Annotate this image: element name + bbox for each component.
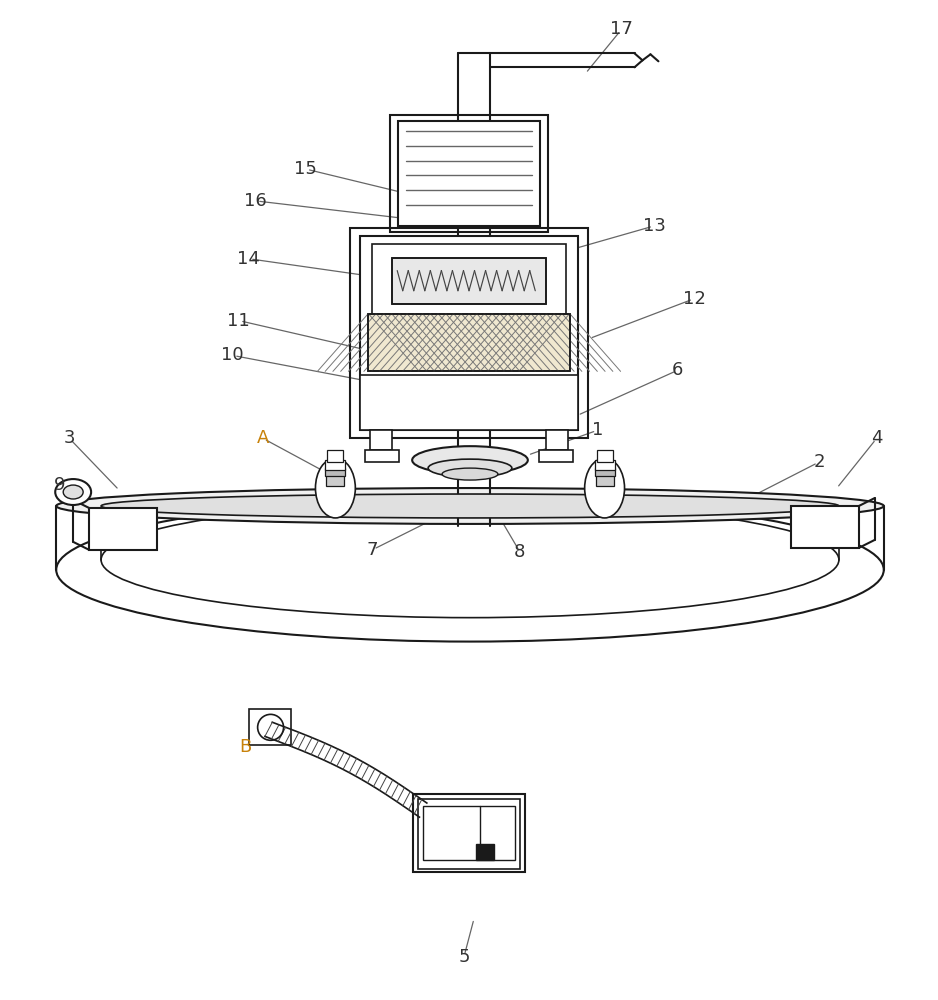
Bar	[392, 258, 546, 304]
Text: 6: 6	[672, 361, 683, 379]
Ellipse shape	[63, 485, 83, 499]
Text: 17: 17	[610, 20, 633, 38]
Ellipse shape	[412, 446, 528, 474]
Bar	[595, 460, 614, 470]
Bar	[546, 430, 567, 450]
Bar	[390, 115, 548, 232]
Bar	[325, 460, 345, 470]
Bar	[595, 468, 614, 476]
Text: 11: 11	[227, 312, 250, 330]
Ellipse shape	[584, 458, 625, 518]
Bar	[597, 450, 613, 462]
Text: 5: 5	[459, 948, 470, 966]
Text: 9: 9	[53, 476, 65, 494]
Bar	[392, 258, 546, 304]
Ellipse shape	[55, 479, 91, 505]
Bar	[791, 506, 859, 548]
Bar	[351, 228, 587, 438]
Text: 16: 16	[244, 192, 267, 210]
Bar	[477, 844, 494, 860]
Bar	[596, 474, 613, 486]
Bar	[372, 244, 566, 324]
Bar	[327, 450, 343, 462]
Ellipse shape	[56, 488, 884, 524]
Bar	[418, 799, 520, 869]
Text: 3: 3	[64, 429, 75, 447]
Bar	[369, 314, 569, 371]
Text: 7: 7	[367, 541, 378, 559]
Bar	[399, 121, 539, 226]
Text: B: B	[239, 738, 251, 756]
Text: 10: 10	[221, 346, 244, 364]
Bar	[325, 468, 345, 476]
Text: 12: 12	[683, 290, 705, 308]
Bar	[360, 236, 578, 430]
Text: 1: 1	[592, 421, 603, 439]
Bar	[538, 450, 573, 462]
Ellipse shape	[428, 459, 512, 477]
Text: 2: 2	[813, 453, 825, 471]
Bar	[369, 314, 569, 371]
Bar	[249, 709, 291, 745]
Text: 13: 13	[643, 217, 666, 235]
Text: A: A	[256, 429, 269, 447]
Text: 15: 15	[294, 160, 317, 178]
Text: 14: 14	[237, 250, 260, 268]
Bar	[413, 794, 525, 872]
Ellipse shape	[101, 494, 839, 518]
Bar	[423, 806, 515, 860]
Text: 4: 4	[871, 429, 883, 447]
Bar	[365, 450, 400, 462]
Text: 8: 8	[514, 543, 525, 561]
Bar	[326, 474, 344, 486]
Bar	[89, 508, 157, 550]
Bar	[360, 375, 578, 430]
Ellipse shape	[442, 468, 498, 480]
Bar	[371, 430, 392, 450]
Ellipse shape	[315, 458, 356, 518]
